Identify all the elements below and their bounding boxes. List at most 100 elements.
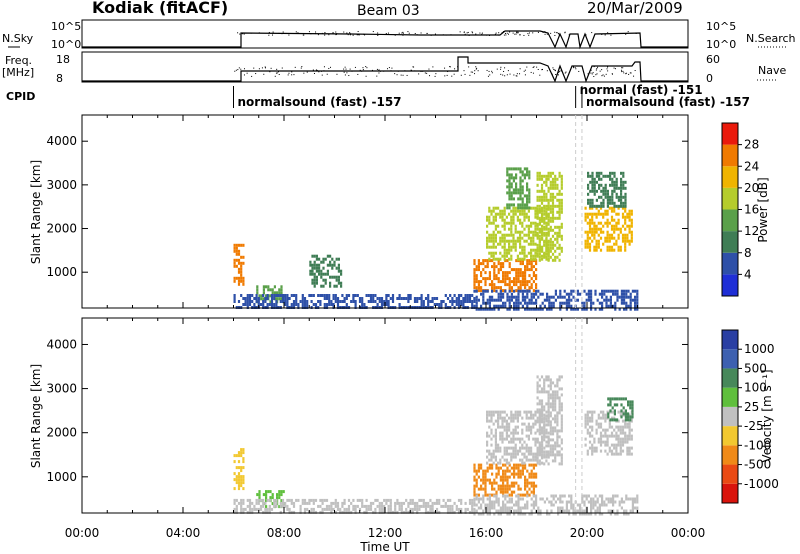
heatmap-cell bbox=[378, 501, 381, 505]
nave-dot bbox=[597, 66, 599, 68]
heatmap-cell bbox=[514, 224, 517, 228]
heatmap-cell bbox=[473, 289, 476, 293]
heatmap-cell bbox=[613, 236, 616, 240]
heatmap-cell bbox=[332, 294, 335, 297]
colorbar-tick-label: 25 bbox=[744, 400, 759, 414]
heatmap-cell bbox=[526, 185, 529, 189]
heatmap-cell bbox=[586, 449, 589, 453]
heatmap-cell bbox=[568, 500, 571, 504]
heatmap-cell bbox=[435, 507, 439, 511]
heatmap-cell bbox=[547, 414, 550, 418]
heatmap-cell bbox=[508, 194, 511, 198]
heatmap-cell bbox=[515, 268, 518, 272]
heatmap-cell bbox=[620, 415, 623, 419]
heatmap-cell bbox=[502, 274, 505, 278]
heatmap-cell bbox=[497, 286, 500, 290]
heatmap-cell bbox=[257, 300, 260, 303]
heatmap-cell bbox=[525, 224, 528, 228]
heatmap-cell bbox=[630, 230, 633, 234]
heatmap-cell bbox=[617, 198, 620, 202]
heatmap-cell bbox=[253, 507, 256, 511]
nsearch-dot bbox=[357, 31, 359, 33]
heatmap-cell bbox=[493, 262, 496, 266]
heatmap-cell bbox=[535, 286, 538, 290]
heatmap-cell bbox=[541, 292, 544, 296]
heatmap-cell bbox=[409, 498, 412, 502]
heatmap-cell bbox=[551, 417, 555, 421]
heatmap-cell bbox=[523, 422, 526, 426]
heatmap-cell bbox=[311, 254, 314, 258]
heatmap-cell bbox=[505, 452, 508, 456]
heatmap-cell bbox=[517, 188, 520, 192]
heatmap-cell bbox=[600, 177, 603, 181]
heatmap-cell bbox=[630, 224, 633, 228]
nave-dot bbox=[330, 66, 332, 68]
heatmap-cell bbox=[631, 503, 634, 507]
heatmap-cell bbox=[591, 434, 594, 438]
heatmap-cell bbox=[545, 444, 548, 448]
heatmap-cell bbox=[609, 512, 612, 516]
heatmap-cell bbox=[235, 243, 238, 247]
nave-dot bbox=[524, 69, 526, 71]
heatmap-cell bbox=[540, 201, 544, 205]
heatmap-cell bbox=[499, 215, 502, 219]
nave-dot bbox=[595, 74, 597, 76]
nave-dot bbox=[316, 69, 318, 71]
heatmap-cell bbox=[611, 406, 614, 410]
heatmap-cell bbox=[627, 418, 630, 422]
heatmap-cell bbox=[380, 300, 384, 303]
nsearch-dot bbox=[239, 33, 241, 35]
nave-dot bbox=[532, 72, 534, 74]
colorbar-tick-label: 24 bbox=[744, 159, 759, 173]
heatmap-cell bbox=[551, 432, 555, 436]
heatmap-cell bbox=[427, 510, 430, 514]
heatmap-cell bbox=[482, 259, 485, 263]
heatmap-cell bbox=[547, 198, 550, 202]
nave-dot bbox=[277, 71, 279, 73]
heatmap-cell bbox=[609, 500, 612, 504]
heatmap-cell bbox=[532, 437, 535, 441]
heatmap-cell bbox=[590, 506, 593, 510]
nsearch-dot bbox=[528, 34, 530, 36]
heatmap-cell bbox=[628, 209, 631, 213]
heatmap-cell bbox=[526, 494, 529, 498]
heatmap-cell bbox=[606, 189, 609, 193]
heatmap-cell bbox=[315, 266, 318, 270]
heatmap-cell bbox=[524, 466, 527, 470]
heatmap-cell bbox=[499, 257, 502, 261]
nave-dot bbox=[361, 70, 363, 72]
heatmap-cell bbox=[260, 294, 263, 298]
heatmap-cell bbox=[621, 239, 625, 243]
heatmap-cell bbox=[497, 298, 500, 302]
heatmap-cell bbox=[233, 472, 236, 476]
heatmap-cell bbox=[477, 265, 480, 269]
heatmap-cell bbox=[493, 487, 496, 491]
heatmap-cell bbox=[530, 410, 533, 414]
heatmap-cell bbox=[536, 224, 539, 228]
heatmap-cell bbox=[611, 171, 614, 175]
heatmap-cell bbox=[543, 446, 546, 450]
heatmap-cell bbox=[545, 450, 548, 454]
heatmap-cell bbox=[609, 304, 612, 308]
heatmap-cell bbox=[492, 251, 495, 255]
heatmap-cell bbox=[625, 497, 628, 501]
heatmap-cell bbox=[604, 221, 607, 225]
heatmap-cell bbox=[242, 451, 245, 455]
heatmap-cell bbox=[320, 272, 323, 276]
heatmap-cell bbox=[486, 469, 489, 473]
heatmap-cell bbox=[512, 191, 515, 195]
heatmap-cell bbox=[515, 280, 518, 284]
heatmap-cell bbox=[559, 304, 562, 308]
heatmap-cell bbox=[628, 413, 631, 417]
heatmap-cell bbox=[480, 487, 483, 491]
heatmap-cell bbox=[591, 221, 594, 225]
heatmap-cell bbox=[473, 497, 476, 501]
heatmap-cell bbox=[554, 393, 557, 397]
heatmap-cell bbox=[545, 375, 548, 379]
heatmap-cell bbox=[480, 280, 483, 284]
heatmap-cell bbox=[630, 236, 633, 240]
heatmap-cell bbox=[534, 422, 537, 426]
heatmap-cell bbox=[536, 390, 539, 394]
heatmap-cell bbox=[488, 236, 491, 240]
heatmap-cell bbox=[508, 239, 511, 243]
